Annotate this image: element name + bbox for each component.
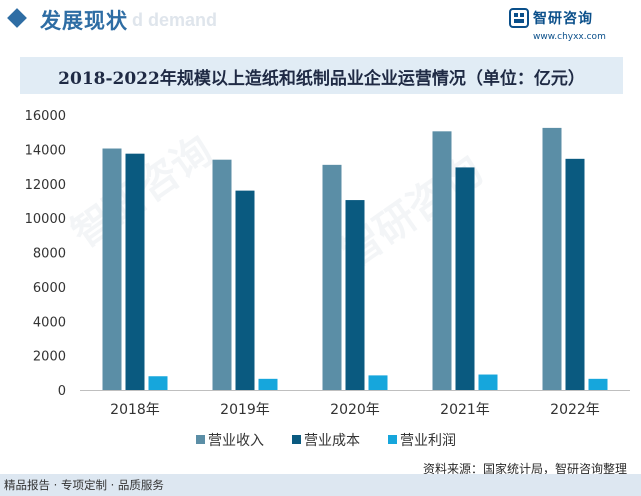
legend-swatch [196, 435, 205, 444]
legend-label: 营业成本 [304, 433, 360, 449]
chart-title-band: 2018-2022年规模以上造纸和纸制品业企业运营情况（单位：亿元） [20, 57, 623, 94]
legend-swatch [388, 435, 397, 444]
bar-profit [148, 376, 168, 390]
bar-profit [478, 374, 498, 390]
bar-cost [345, 200, 365, 390]
y-tick-label: 4000 [33, 315, 66, 330]
footer-text: 精品报告 · 专项定制 · 品质服务 [4, 478, 164, 492]
chart-title: 2018-2022年规模以上造纸和纸制品业企业运营情况（单位：亿元） [58, 69, 585, 89]
bar-profit [258, 378, 278, 390]
x-tick-label: 2020年 [330, 402, 380, 418]
bar-revenue [212, 159, 232, 390]
bar-cost [565, 158, 585, 390]
footer: 精品报告 · 专项定制 · 品质服务 [0, 474, 641, 496]
source-note: 资料来源：国家统计局，智研咨询整理 [422, 462, 627, 476]
bar-revenue [102, 148, 122, 390]
section-ghost-text: d demand [132, 10, 218, 30]
y-tick-label: 8000 [33, 247, 66, 262]
brand-url: www.chyxx.com [533, 32, 606, 42]
y-tick-label: 10000 [25, 212, 66, 227]
y-tick-label: 0 [58, 384, 66, 399]
y-tick-label: 2000 [33, 350, 66, 365]
y-tick-label: 6000 [33, 281, 66, 296]
y-tick-label: 14000 [25, 143, 66, 158]
section-title: 发展现状 [40, 9, 128, 33]
bar-profit [368, 375, 388, 390]
x-tick-label: 2021年 [440, 402, 490, 418]
diamond-icon [7, 8, 27, 28]
legend-label: 营业收入 [208, 433, 264, 449]
brand-logo-icon [509, 8, 529, 28]
legend: 营业收入 营业成本 营业利润 [0, 430, 641, 450]
legend-swatch [292, 435, 301, 444]
bar-revenue [322, 164, 342, 390]
bar-revenue [432, 131, 452, 390]
x-tick-label: 2019年 [220, 402, 270, 418]
legend-label: 营业利润 [400, 433, 456, 449]
brand: 智研咨询 www.chyxx.com [489, 6, 629, 46]
bar-profit [588, 378, 608, 390]
bar-cost [235, 190, 255, 390]
brand-name: 智研咨询 [533, 11, 593, 27]
bar-revenue [542, 127, 562, 390]
x-tick-label: 2018年 [110, 402, 160, 418]
x-tick-label: 2022年 [550, 402, 600, 418]
bar-cost [455, 167, 475, 390]
y-tick-label: 12000 [25, 178, 66, 193]
y-tick-label: 16000 [25, 109, 66, 124]
header: d demand 发展现状 智研咨询 www.chyxx.com [0, 0, 641, 48]
bar-chart: 0 2000 4000 6000 8000 10000 12000 14000 16000 201… [25, 109, 630, 418]
bar-cost [125, 153, 145, 390]
